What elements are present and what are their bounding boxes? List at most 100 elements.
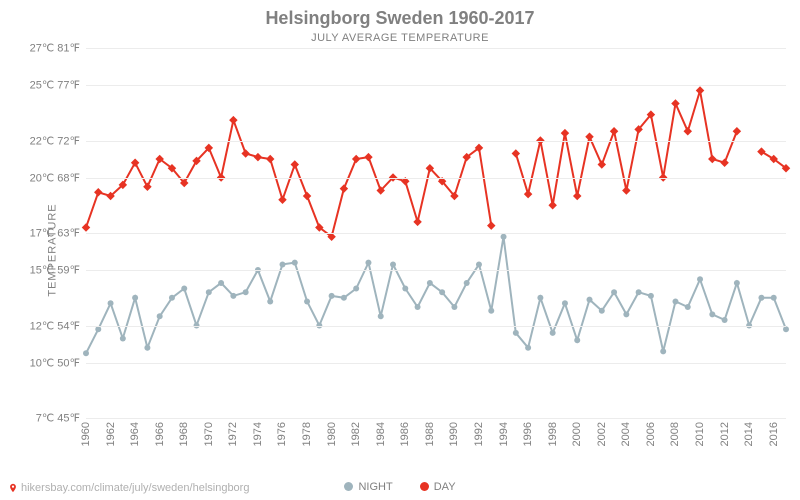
data-point xyxy=(488,308,494,314)
data-point xyxy=(573,192,581,200)
data-point xyxy=(622,186,630,194)
data-point xyxy=(95,326,101,332)
grid-line xyxy=(86,233,786,234)
data-point xyxy=(143,183,151,191)
data-point xyxy=(537,295,543,301)
x-tick-label: 2000 xyxy=(571,422,583,446)
x-tick-label: 2016 xyxy=(768,422,780,446)
x-tick-label: 1968 xyxy=(178,422,190,446)
x-tick-label: 1970 xyxy=(203,422,215,446)
chart-subtitle: JULY AVERAGE TEMPERATURE xyxy=(0,32,800,44)
data-point xyxy=(415,304,421,310)
data-point xyxy=(94,188,102,196)
x-tick-label: 1990 xyxy=(448,422,460,446)
series-line-night xyxy=(86,237,786,354)
grid-line xyxy=(86,48,786,49)
chart-title: Helsingborg Sweden 1960-2017 xyxy=(0,8,800,29)
data-point xyxy=(685,304,691,310)
legend-item-day: DAY xyxy=(420,481,456,493)
data-point xyxy=(598,160,606,168)
data-point xyxy=(734,280,740,286)
data-point xyxy=(720,158,728,166)
data-point xyxy=(697,276,703,282)
data-point xyxy=(353,286,359,292)
grid-line xyxy=(86,178,786,179)
data-point xyxy=(487,221,495,229)
grid-line xyxy=(86,326,786,327)
data-point xyxy=(561,129,569,137)
data-point xyxy=(513,330,519,336)
data-point xyxy=(352,155,360,163)
watermark: hikersbay.com/climate/july/sweden/helsin… xyxy=(8,482,249,494)
data-point xyxy=(378,313,384,319)
y-tick-label: 10℃ 50℉ xyxy=(20,356,80,369)
data-point xyxy=(304,298,310,304)
x-tick-label: 1964 xyxy=(129,422,141,446)
data-point xyxy=(709,311,715,317)
data-point xyxy=(501,234,507,240)
data-point xyxy=(476,261,482,267)
grid-line xyxy=(86,363,786,364)
plot-area xyxy=(86,48,786,418)
data-point xyxy=(132,295,138,301)
data-point xyxy=(413,218,421,226)
grid-line xyxy=(86,85,786,86)
data-point xyxy=(783,326,789,332)
data-point xyxy=(303,192,311,200)
data-point xyxy=(524,190,532,198)
data-point xyxy=(218,280,224,286)
data-point xyxy=(525,345,531,351)
grid-line xyxy=(86,418,786,419)
data-point xyxy=(648,293,654,299)
x-tick-label: 1982 xyxy=(350,422,362,446)
data-point xyxy=(390,261,396,267)
data-point xyxy=(329,293,335,299)
x-tick-label: 1984 xyxy=(375,422,387,446)
y-tick-label: 12℃ 54℉ xyxy=(20,319,80,332)
data-point xyxy=(241,149,249,157)
data-point xyxy=(254,153,262,161)
data-point xyxy=(120,335,126,341)
x-tick-label: 1988 xyxy=(424,422,436,446)
legend-label-night: NIGHT xyxy=(358,481,392,493)
watermark-text: hikersbay.com/climate/july/sweden/helsin… xyxy=(21,482,249,494)
x-tick-label: 1972 xyxy=(227,422,239,446)
y-tick-label: 17℃ 63℉ xyxy=(20,227,80,240)
x-tick-label: 2012 xyxy=(719,422,731,446)
data-point xyxy=(771,295,777,301)
data-point xyxy=(548,201,556,209)
data-point xyxy=(243,289,249,295)
y-tick-label: 22℃ 72℉ xyxy=(20,134,80,147)
y-tick-label: 7℃ 45℉ xyxy=(20,412,80,425)
legend-marker-night xyxy=(344,482,353,491)
x-tick-label: 2002 xyxy=(596,422,608,446)
data-point xyxy=(157,313,163,319)
data-point xyxy=(439,289,445,295)
data-point xyxy=(365,260,371,266)
data-point xyxy=(611,289,617,295)
data-point xyxy=(550,330,556,336)
data-point xyxy=(758,295,764,301)
y-tick-label: 25℃ 77℉ xyxy=(20,79,80,92)
grid-line xyxy=(86,270,786,271)
x-tick-label: 1966 xyxy=(154,422,166,446)
data-point xyxy=(340,184,348,192)
data-point xyxy=(266,155,274,163)
data-point xyxy=(291,160,299,168)
data-point xyxy=(708,155,716,163)
data-point xyxy=(671,99,679,107)
x-tick-label: 1994 xyxy=(498,422,510,446)
data-point xyxy=(599,308,605,314)
x-tick-label: 2006 xyxy=(645,422,657,446)
data-point xyxy=(587,297,593,303)
y-axis-label: TEMPERATURE xyxy=(47,203,59,296)
data-point xyxy=(512,149,520,157)
data-point xyxy=(131,158,139,166)
data-point xyxy=(206,289,212,295)
data-point xyxy=(229,116,237,124)
data-point xyxy=(144,345,150,351)
data-point xyxy=(292,260,298,266)
grid-line xyxy=(86,141,786,142)
data-point xyxy=(278,195,286,203)
data-point xyxy=(181,286,187,292)
